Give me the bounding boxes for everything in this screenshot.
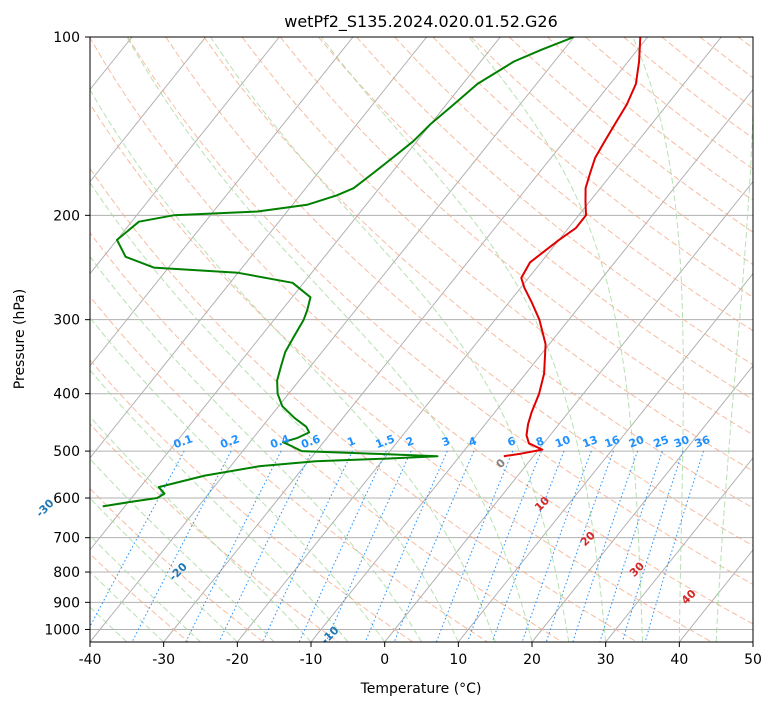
dry-adiabat-line — [90, 553, 190, 642]
x-tick-label: 40 — [670, 652, 688, 668]
isotherm-gridline — [90, 37, 501, 551]
x-tick-label: -20 — [226, 652, 249, 668]
x-tick-label: 20 — [523, 652, 541, 668]
mixing-ratio-line — [131, 450, 232, 642]
temperature-profile-line — [503, 37, 642, 458]
mixing-ratio-label: 16 — [603, 433, 622, 451]
mixing-ratio-line — [218, 450, 313, 642]
axes: -40 -30 -20 -10 0 10 20 30 40 5010020030040050060… — [44, 30, 762, 668]
dewpoint-profile-line — [102, 37, 575, 508]
isotherm-gridline — [384, 180, 753, 642]
y-tick-label: 300 — [53, 313, 80, 329]
y-tick-label: 700 — [53, 531, 80, 547]
mixing-ratio-line — [435, 450, 514, 642]
mixing-ratio-line — [185, 450, 282, 642]
moist-adiabat-line — [90, 255, 422, 642]
y-tick-label: 1000 — [44, 622, 80, 638]
mixing-ratio-line — [298, 450, 387, 642]
dry-adiabat-line — [90, 295, 488, 642]
y-tick-label: 500 — [53, 444, 80, 460]
thermodynamic-guide-lines — [90, 37, 753, 642]
mixing-ratio-line — [491, 450, 565, 642]
moist-adiabat-line — [90, 88, 496, 642]
y-axis-label: Pressure (hPa) — [12, 289, 28, 389]
mixing-ratio-label: 30 — [672, 433, 691, 451]
y-tick-label: 100 — [53, 30, 80, 46]
x-tick-label: -30 — [152, 652, 175, 668]
x-tick-label: -40 — [79, 652, 102, 668]
x-tick-label: 50 — [744, 652, 762, 668]
y-tick-label: 200 — [53, 208, 80, 224]
chart-title: wetPf2_S135.2024.020.01.52.G26 — [284, 12, 558, 32]
moist-adiabat-line — [126, 37, 533, 642]
isotherm-gridline — [457, 272, 753, 642]
y-tick-label: 900 — [53, 595, 80, 611]
plot-frame — [89, 36, 754, 643]
dry-adiabat-line — [90, 359, 414, 642]
mixing-ratio-line — [393, 450, 475, 642]
dry-adiabat-line — [165, 37, 753, 547]
profile-series — [102, 37, 642, 508]
isotherm-gridline — [90, 37, 207, 183]
moist-adiabat-line — [715, 92, 753, 642]
mixing-ratio-label: 1 — [346, 434, 358, 449]
dry-adiabat-line — [203, 37, 753, 509]
moist-adiabat-line — [632, 37, 684, 642]
mixing-ratio-label: 3 — [440, 434, 452, 449]
dry-adiabat-line — [90, 231, 563, 642]
mixing-ratio-line — [599, 450, 663, 642]
isotherm-gridline — [531, 364, 753, 642]
moist-adiabat-line — [210, 37, 570, 642]
mixing-ratio-label: 20 — [627, 433, 646, 451]
mixing-ratio-line — [90, 450, 185, 628]
mixing-ratio-label: 0.6 — [299, 432, 322, 451]
y-tick-label: 600 — [53, 491, 80, 507]
x-tick-label: 0 — [380, 652, 389, 668]
mixing-ratio-line — [262, 450, 353, 642]
isotherm-gridline — [90, 37, 354, 367]
isotherm-gridline — [163, 37, 649, 642]
mixing-ratio-label: 0.4 — [269, 432, 292, 451]
mixing-ratio-label: 4 — [467, 434, 479, 449]
isotherm-gridline — [605, 457, 753, 642]
moist-adiabat-line — [90, 181, 459, 642]
isotherm-gridline — [90, 37, 280, 275]
mixing-ratio-label: 8 — [534, 434, 546, 449]
moist-adiabat-line — [90, 316, 386, 642]
mixing-ratio-label: 25 — [652, 433, 671, 450]
moist-adiabat-line — [468, 37, 643, 642]
dry-adiabat-line — [127, 37, 753, 586]
x-tick-label: 30 — [597, 652, 615, 668]
mixing-ratio-label: 0.2 — [219, 432, 242, 451]
mixing-ratio-label: 36 — [693, 433, 712, 451]
mixing-ratio-label: 10 — [553, 433, 572, 451]
gridlines — [90, 37, 753, 642]
dry-adiabat-line — [90, 103, 712, 642]
isotherm-gridline — [236, 37, 722, 642]
moist-adiabat-line — [90, 369, 349, 642]
mixing-ratio-line — [572, 450, 639, 642]
plot-area — [90, 37, 753, 642]
x-axis-label: Temperature (°C) — [360, 681, 482, 697]
isotherm-gridline — [90, 37, 428, 459]
y-tick-label: 400 — [53, 387, 80, 403]
x-tick-label: 10 — [449, 652, 467, 668]
mixing-ratio-line — [521, 450, 592, 642]
mixing-ratio-label: 6 — [506, 434, 518, 449]
moist-adiabat-line — [90, 415, 312, 642]
mixing-ratio-label: 2 — [404, 434, 416, 449]
moist-adiabat-line — [320, 37, 607, 642]
mixing-ratio-line — [467, 450, 542, 642]
mixing-ratio-label: 0.1 — [172, 432, 195, 451]
y-tick-label: 800 — [53, 565, 80, 581]
x-tick-label: -10 — [300, 652, 323, 668]
dry-adiabat-line — [90, 487, 264, 642]
moist-adiabat-line — [90, 458, 275, 642]
mixing-ratio-label: 13 — [581, 433, 600, 450]
mixing-ratio-label: 1.5 — [374, 432, 397, 451]
